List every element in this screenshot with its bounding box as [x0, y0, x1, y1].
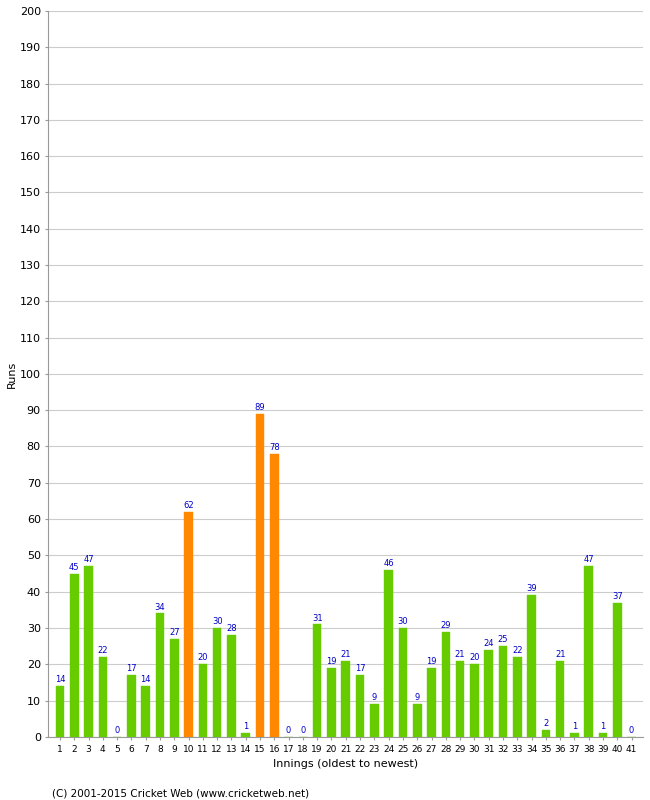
Text: 0: 0	[629, 726, 634, 735]
Text: 14: 14	[55, 675, 65, 684]
Bar	[570, 734, 578, 737]
Text: 22: 22	[98, 646, 108, 655]
Bar	[198, 664, 207, 737]
Text: 78: 78	[269, 443, 280, 452]
Text: 62: 62	[183, 501, 194, 510]
Bar	[484, 650, 493, 737]
Text: 20: 20	[469, 654, 480, 662]
X-axis label: Innings (oldest to newest): Innings (oldest to newest)	[273, 759, 419, 769]
Bar	[370, 704, 379, 737]
Bar	[99, 657, 107, 737]
Text: 31: 31	[312, 614, 322, 622]
Bar	[527, 595, 536, 737]
Bar	[356, 675, 365, 737]
Text: 0: 0	[300, 726, 306, 735]
Text: 46: 46	[384, 559, 394, 568]
Bar	[127, 675, 136, 737]
Text: 0: 0	[114, 726, 120, 735]
Bar	[270, 454, 279, 737]
Text: 27: 27	[169, 628, 179, 637]
Text: 14: 14	[140, 675, 151, 684]
Bar	[599, 734, 607, 737]
Bar	[255, 414, 265, 737]
Bar	[470, 664, 478, 737]
Bar	[584, 566, 593, 737]
Text: 1: 1	[243, 722, 248, 731]
Text: 39: 39	[526, 585, 537, 594]
Text: 17: 17	[355, 664, 365, 674]
Text: 37: 37	[612, 592, 623, 601]
Bar	[427, 668, 436, 737]
Text: 1: 1	[572, 722, 577, 731]
Bar	[413, 704, 421, 737]
Text: 45: 45	[69, 562, 79, 572]
Bar	[398, 628, 408, 737]
Text: 22: 22	[512, 646, 523, 655]
Bar	[241, 734, 250, 737]
Text: 21: 21	[341, 650, 351, 659]
Text: 28: 28	[226, 625, 237, 634]
Bar	[170, 639, 179, 737]
Text: 30: 30	[398, 617, 408, 626]
Bar	[327, 668, 336, 737]
Text: 89: 89	[255, 403, 265, 412]
Bar	[213, 628, 222, 737]
Bar	[499, 646, 507, 737]
Text: 1: 1	[601, 722, 606, 731]
Text: 9: 9	[372, 694, 377, 702]
Text: 34: 34	[155, 602, 165, 612]
Text: 24: 24	[484, 639, 494, 648]
Text: 30: 30	[212, 617, 222, 626]
Text: 0: 0	[286, 726, 291, 735]
Bar	[341, 661, 350, 737]
Bar	[456, 661, 464, 737]
Bar	[384, 570, 393, 737]
Bar	[70, 574, 79, 737]
Y-axis label: Runs: Runs	[7, 360, 17, 387]
Bar	[613, 602, 621, 737]
Bar	[227, 635, 236, 737]
Bar	[84, 566, 93, 737]
Text: 25: 25	[498, 635, 508, 644]
Bar	[313, 624, 322, 737]
Bar	[513, 657, 521, 737]
Bar	[556, 661, 564, 737]
Text: 2: 2	[543, 718, 549, 728]
Text: 21: 21	[455, 650, 465, 659]
Text: 47: 47	[83, 555, 94, 565]
Text: 47: 47	[584, 555, 594, 565]
Bar	[56, 686, 64, 737]
Text: 17: 17	[126, 664, 136, 674]
Text: (C) 2001-2015 Cricket Web (www.cricketweb.net): (C) 2001-2015 Cricket Web (www.cricketwe…	[52, 788, 309, 798]
Bar	[184, 512, 193, 737]
Text: 29: 29	[441, 621, 451, 630]
Text: 21: 21	[555, 650, 566, 659]
Text: 9: 9	[415, 694, 420, 702]
Text: 19: 19	[426, 657, 437, 666]
Bar	[441, 632, 450, 737]
Bar	[142, 686, 150, 737]
Bar	[156, 614, 164, 737]
Bar	[541, 730, 550, 737]
Text: 20: 20	[198, 654, 208, 662]
Text: 19: 19	[326, 657, 337, 666]
